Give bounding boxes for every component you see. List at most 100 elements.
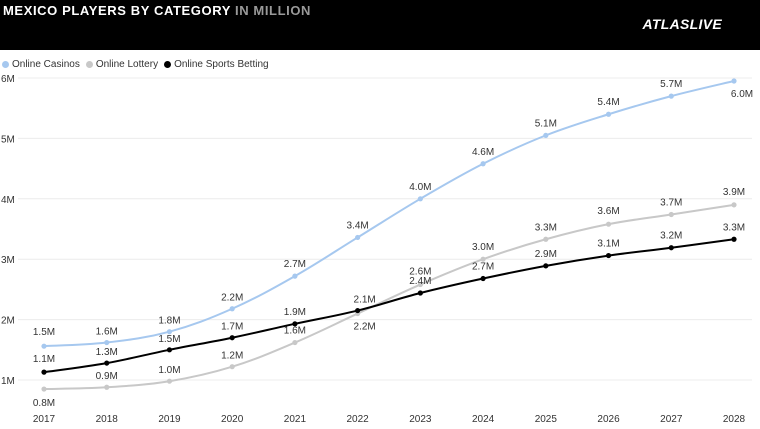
data-point-online-casinos [355,234,361,241]
data-point-online-sports-betting [104,360,110,366]
data-label-online-casinos: 3.4M [347,220,369,231]
data-point-online-lottery [417,281,423,288]
x-tick-label: 2027 [660,414,683,425]
data-label-online-sports-betting: 2.4M [409,276,431,287]
data-point-online-casinos [41,343,47,349]
data-label-online-lottery: 1.0M [158,365,180,376]
x-tick-label: 2021 [284,414,307,425]
data-label-online-casinos: 1.8M [158,316,180,327]
x-tick-label: 2026 [597,414,620,425]
legend-label-casinos: Online Casinos [12,58,80,70]
data-label-online-casinos: 5.7M [660,79,682,90]
chart-header: MEXICO PLAYERS BY CATEGORY IN MILLION ATL… [0,0,760,50]
data-point-online-casinos [543,132,549,138]
legend-item-lottery: Online Lottery [85,58,159,70]
data-label-online-lottery: 1.6M [284,326,306,337]
data-label-online-lottery: 3.7M [660,198,682,209]
series-line-online-lottery [43,203,735,391]
data-label-online-sports-betting: 1.7M [221,322,243,333]
data-point-online-casinos [104,339,110,346]
legend-label-lottery: Online Lottery [95,58,159,70]
chart-legend: Online Casinos Online Lottery Online Spo… [2,57,275,71]
data-label-online-lottery: 1.2M [221,351,243,362]
data-point-online-sports-betting [417,290,423,296]
data-point-online-casinos [417,196,423,202]
data-label-online-sports-betting: 1.5M [158,334,180,345]
x-tick-label: 2025 [535,414,558,425]
data-point-online-sports-betting [292,321,298,327]
data-point-online-sports-betting [731,236,737,242]
x-tick-label: 2018 [96,414,119,425]
data-point-online-sports-betting [229,335,235,341]
data-point-online-casinos [166,329,173,335]
data-point-online-lottery [605,221,612,227]
data-point-online-lottery [480,256,486,262]
x-tick-label: 2017 [33,414,56,425]
data-point-online-casinos [480,161,486,167]
data-label-online-sports-betting: 1.1M [33,354,55,365]
legend-item-casinos: Online Casinos [2,59,80,70]
data-point-online-sports-betting [166,347,173,353]
data-label-online-lottery: 3.0M [472,242,494,253]
data-point-online-sports-betting [543,263,549,269]
data-point-online-casinos [605,111,612,117]
y-tick-label: 6M [1,74,15,85]
x-tick-label: 2024 [472,414,495,425]
data-label-online-casinos: 6.0M [731,89,753,100]
x-tick-label: 2020 [221,414,244,425]
data-point-online-lottery [104,384,110,390]
chart-title-accent: IN MILLION [234,3,312,18]
data-label-online-casinos: 1.5M [33,327,55,338]
y-tick-label: 2M [1,316,15,327]
data-point-online-casinos [292,273,298,279]
y-tick-label: 1M [1,376,15,387]
data-label-online-lottery: 3.9M [723,187,745,198]
legend-swatch-sports-betting [164,60,172,68]
data-point-online-lottery [731,202,737,208]
data-label-online-casinos: 4.0M [409,182,431,193]
data-label-online-sports-betting: 3.3M [723,222,745,233]
y-tick-label: 4M [1,195,15,206]
x-tick-label: 2019 [158,414,181,425]
data-label-online-lottery: 3.6M [597,206,619,217]
y-tick-label: 5M [1,134,15,145]
data-label-online-casinos: 4.6M [472,147,494,158]
data-point-online-sports-betting [41,369,47,375]
data-point-online-sports-betting [355,307,361,314]
data-point-online-casinos [668,93,674,99]
data-point-online-sports-betting [605,252,612,259]
data-point-online-lottery [166,378,173,384]
data-label-online-casinos: 2.7M [284,259,306,270]
brand-logo: ATLASLIVE [642,16,722,32]
data-label-online-casinos: 2.2M [221,293,243,304]
x-tick-label: 2022 [347,414,370,425]
data-point-online-lottery [292,339,298,346]
legend-swatch-casinos [2,60,9,68]
x-tick-label: 2028 [723,414,746,425]
chart-title-main: MEXICO PLAYERS BY CATEGORY [3,3,231,18]
data-point-online-sports-betting [480,275,486,282]
y-tick-label: 3M [1,255,15,266]
data-point-online-sports-betting [668,245,674,251]
data-label-online-lottery: 0.9M [96,371,118,382]
data-point-online-lottery [668,211,674,218]
data-label-online-lottery: 0.8M [33,398,55,409]
data-point-online-lottery [543,236,549,242]
data-label-online-casinos: 5.1M [535,118,557,129]
data-label-online-sports-betting: 2.1M [354,295,376,306]
data-label-online-sports-betting: 2.7M [472,262,494,273]
data-point-online-casinos [731,78,737,84]
series-line-online-casinos [43,80,735,348]
data-label-online-sports-betting: 3.2M [660,231,682,242]
legend-swatch-lottery [85,60,93,68]
data-label-online-lottery: 3.3M [535,222,557,233]
x-tick-label: 2023 [409,414,432,425]
data-label-online-lottery: 2.6M [409,267,431,278]
data-label-online-lottery: 2.2M [354,322,376,333]
data-label-online-sports-betting: 1.3M [96,347,118,358]
legend-label-sports-betting: Online Sports Betting [174,58,269,70]
legend-item-sports-betting: Online Sports Betting [164,59,269,70]
data-point-online-lottery [229,364,235,370]
data-label-online-casinos: 5.4M [597,97,619,108]
